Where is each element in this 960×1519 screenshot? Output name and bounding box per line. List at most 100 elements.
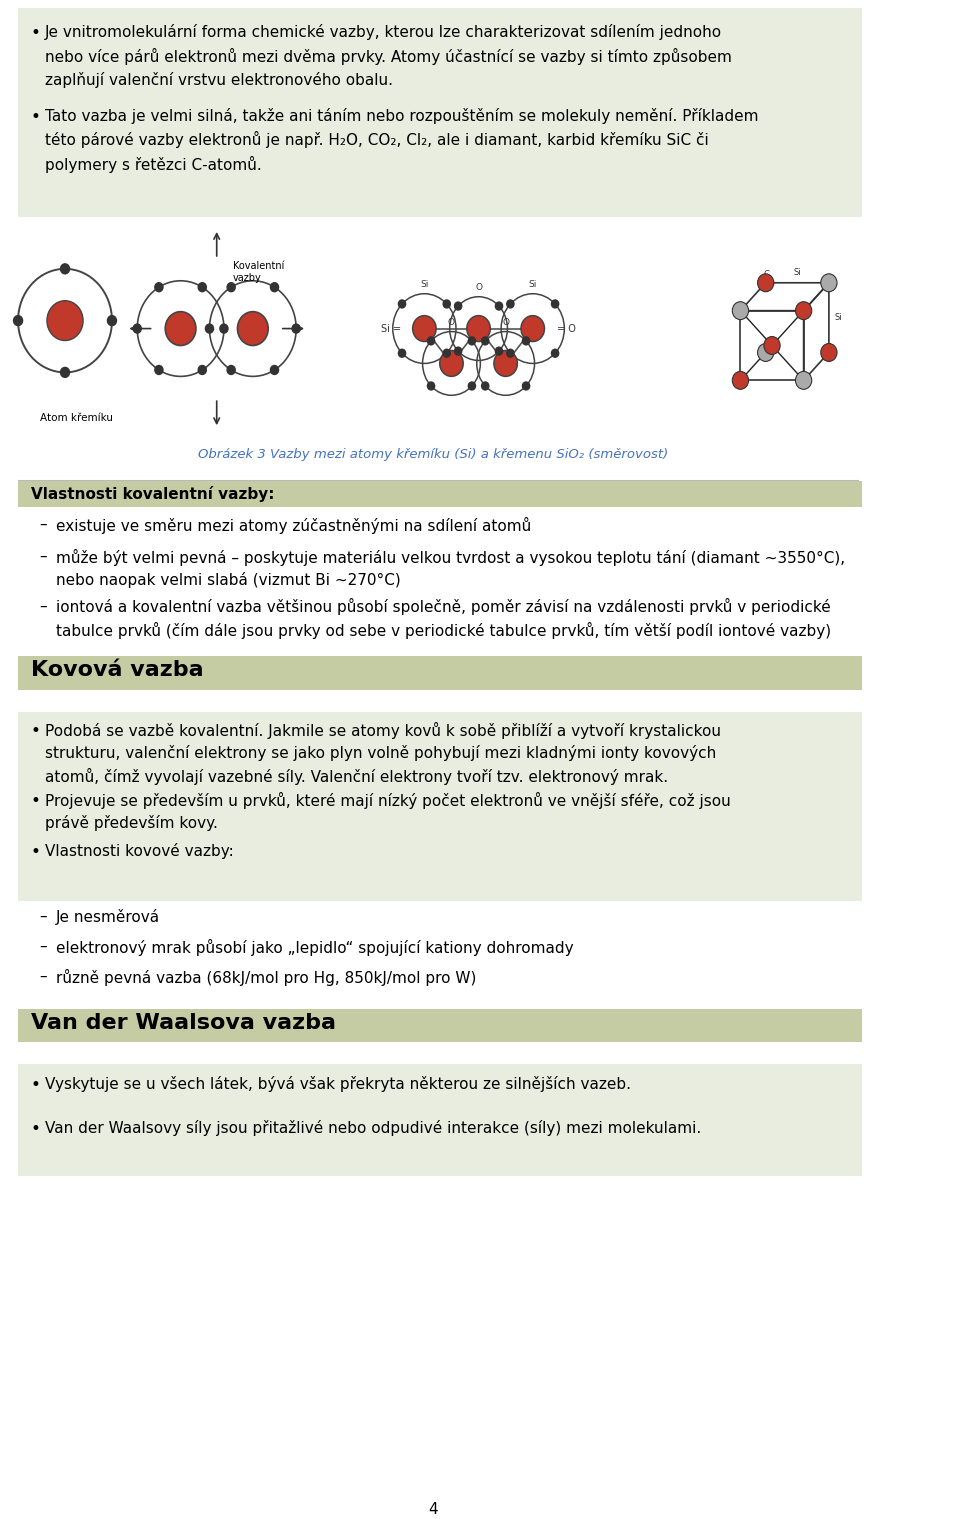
Text: •: •: [31, 791, 40, 810]
Circle shape: [495, 348, 503, 355]
Text: Vyskytuje se u všech látek, bývá však překryta některou ze silnějších vazeb.: Vyskytuje se u všech látek, bývá však př…: [45, 1077, 631, 1092]
FancyBboxPatch shape: [18, 8, 862, 217]
FancyBboxPatch shape: [18, 222, 862, 430]
Circle shape: [551, 349, 559, 357]
Circle shape: [454, 302, 462, 310]
Text: Vlastnosti kovové vazby:: Vlastnosti kovové vazby:: [45, 843, 234, 860]
Text: –: –: [39, 969, 47, 984]
Circle shape: [398, 299, 406, 308]
Circle shape: [482, 337, 489, 345]
Circle shape: [495, 302, 503, 310]
Circle shape: [133, 324, 141, 333]
Text: různě pevná vazba (68kJ/mol pro Hg, 850kJ/mol pro W): různě pevná vazba (68kJ/mol pro Hg, 850k…: [56, 969, 476, 986]
Circle shape: [155, 283, 163, 292]
Circle shape: [821, 273, 837, 292]
Circle shape: [467, 316, 491, 342]
Text: Si: Si: [834, 313, 842, 322]
Text: Kovová vazba: Kovová vazba: [31, 661, 204, 681]
Circle shape: [468, 381, 475, 390]
Circle shape: [757, 343, 774, 362]
Circle shape: [198, 366, 206, 375]
Circle shape: [444, 299, 450, 308]
Circle shape: [468, 337, 475, 345]
Circle shape: [796, 372, 812, 389]
Text: 4: 4: [428, 1501, 438, 1516]
Text: Projevuje se především u prvků, které mají nízký počet elektronů ve vnější sféře: Projevuje se především u prvků, které ma…: [45, 791, 731, 831]
Text: iontová a kovalentní vazba většinou působí společně, poměr závisí na vzdálenosti: iontová a kovalentní vazba většinou půso…: [56, 598, 831, 639]
Text: Je vnitromolekulární forma chemické vazby, kterou lze charakterizovat sdílením j: Je vnitromolekulární forma chemické vazb…: [45, 24, 732, 88]
Circle shape: [821, 343, 837, 362]
Text: Atom křemíku: Atom křemíku: [39, 413, 112, 424]
Text: Je nesměrová: Je nesměrová: [56, 908, 160, 925]
Text: elektronový mrak působí jako „lepidlo“ spojující kationy dohromady: elektronový mrak působí jako „lepidlo“ s…: [56, 939, 574, 955]
Circle shape: [522, 381, 530, 390]
Circle shape: [764, 337, 780, 354]
Text: •: •: [31, 843, 40, 861]
Text: –: –: [39, 598, 47, 614]
Text: •: •: [31, 722, 40, 740]
Circle shape: [271, 283, 278, 292]
Text: Si: Si: [420, 279, 428, 289]
FancyBboxPatch shape: [18, 712, 862, 901]
Circle shape: [228, 366, 235, 375]
Circle shape: [60, 264, 69, 273]
Text: O: O: [448, 317, 455, 327]
FancyBboxPatch shape: [18, 656, 862, 690]
Text: O: O: [475, 283, 482, 292]
Text: Podobá se vazbě kovalentní. Jakmile se atomy kovů k sobě přiblíží a vytvoří krys: Podobá se vazbě kovalentní. Jakmile se a…: [45, 722, 721, 785]
FancyBboxPatch shape: [18, 1065, 862, 1176]
Circle shape: [205, 324, 213, 333]
Circle shape: [732, 302, 749, 319]
Circle shape: [220, 324, 228, 333]
Text: •: •: [31, 108, 40, 126]
Text: •: •: [31, 1077, 40, 1094]
Text: Si: Si: [529, 279, 537, 289]
Circle shape: [427, 381, 435, 390]
Text: existuje ve směru mezi atomy zúčastněnými na sdílení atomů: existuje ve směru mezi atomy zúčastněným…: [56, 516, 531, 533]
Circle shape: [796, 302, 812, 319]
Text: –: –: [39, 939, 47, 954]
Circle shape: [108, 316, 116, 325]
Text: Tato vazba je velmi silná, takže ani táním nebo rozpouštěním se molekuly nemění.: Tato vazba je velmi silná, takže ani tán…: [45, 108, 758, 173]
Text: O: O: [502, 317, 509, 327]
Circle shape: [427, 337, 435, 345]
Text: = O: = O: [557, 324, 576, 334]
Circle shape: [13, 316, 23, 325]
Text: může být velmi pevná – poskytuje materiálu velkou tvrdost a vysokou teplotu tání: může být velmi pevná – poskytuje materiá…: [56, 548, 845, 588]
Circle shape: [507, 349, 514, 357]
Text: –: –: [39, 548, 47, 564]
Circle shape: [228, 283, 235, 292]
Circle shape: [521, 316, 544, 342]
Circle shape: [292, 324, 300, 333]
Text: –: –: [39, 516, 47, 532]
Circle shape: [47, 301, 84, 340]
Text: C: C: [763, 270, 769, 279]
FancyBboxPatch shape: [18, 1009, 862, 1042]
Text: Obrázek 3 Vazby mezi atomy křemíku (Si) a křemenu SiO₂ (směrovost): Obrázek 3 Vazby mezi atomy křemíku (Si) …: [199, 448, 668, 462]
Circle shape: [757, 273, 774, 292]
Circle shape: [493, 351, 517, 377]
FancyBboxPatch shape: [18, 482, 862, 507]
Circle shape: [440, 351, 464, 377]
Text: Van der Waalsovy síly jsou přitažlivé nebo odpudivé interakce (síly) mezi moleku: Van der Waalsovy síly jsou přitažlivé ne…: [45, 1120, 702, 1136]
Text: Si =: Si =: [381, 324, 401, 334]
Text: Si: Si: [794, 267, 801, 276]
Text: •: •: [31, 1120, 40, 1138]
Circle shape: [507, 299, 514, 308]
Text: Vlastnosti kovalentní vazby:: Vlastnosti kovalentní vazby:: [31, 486, 275, 501]
Circle shape: [271, 366, 278, 375]
Circle shape: [198, 283, 206, 292]
Text: Kovalentní
vazby: Kovalentní vazby: [233, 261, 284, 283]
Circle shape: [60, 368, 69, 377]
Circle shape: [398, 349, 406, 357]
Circle shape: [165, 311, 196, 345]
Circle shape: [237, 311, 268, 345]
Circle shape: [413, 316, 436, 342]
Text: •: •: [31, 24, 40, 43]
Circle shape: [732, 372, 749, 389]
Text: Van der Waalsova vazba: Van der Waalsova vazba: [31, 1013, 336, 1033]
Circle shape: [522, 337, 530, 345]
Text: –: –: [39, 908, 47, 924]
Circle shape: [444, 349, 450, 357]
Circle shape: [454, 348, 462, 355]
